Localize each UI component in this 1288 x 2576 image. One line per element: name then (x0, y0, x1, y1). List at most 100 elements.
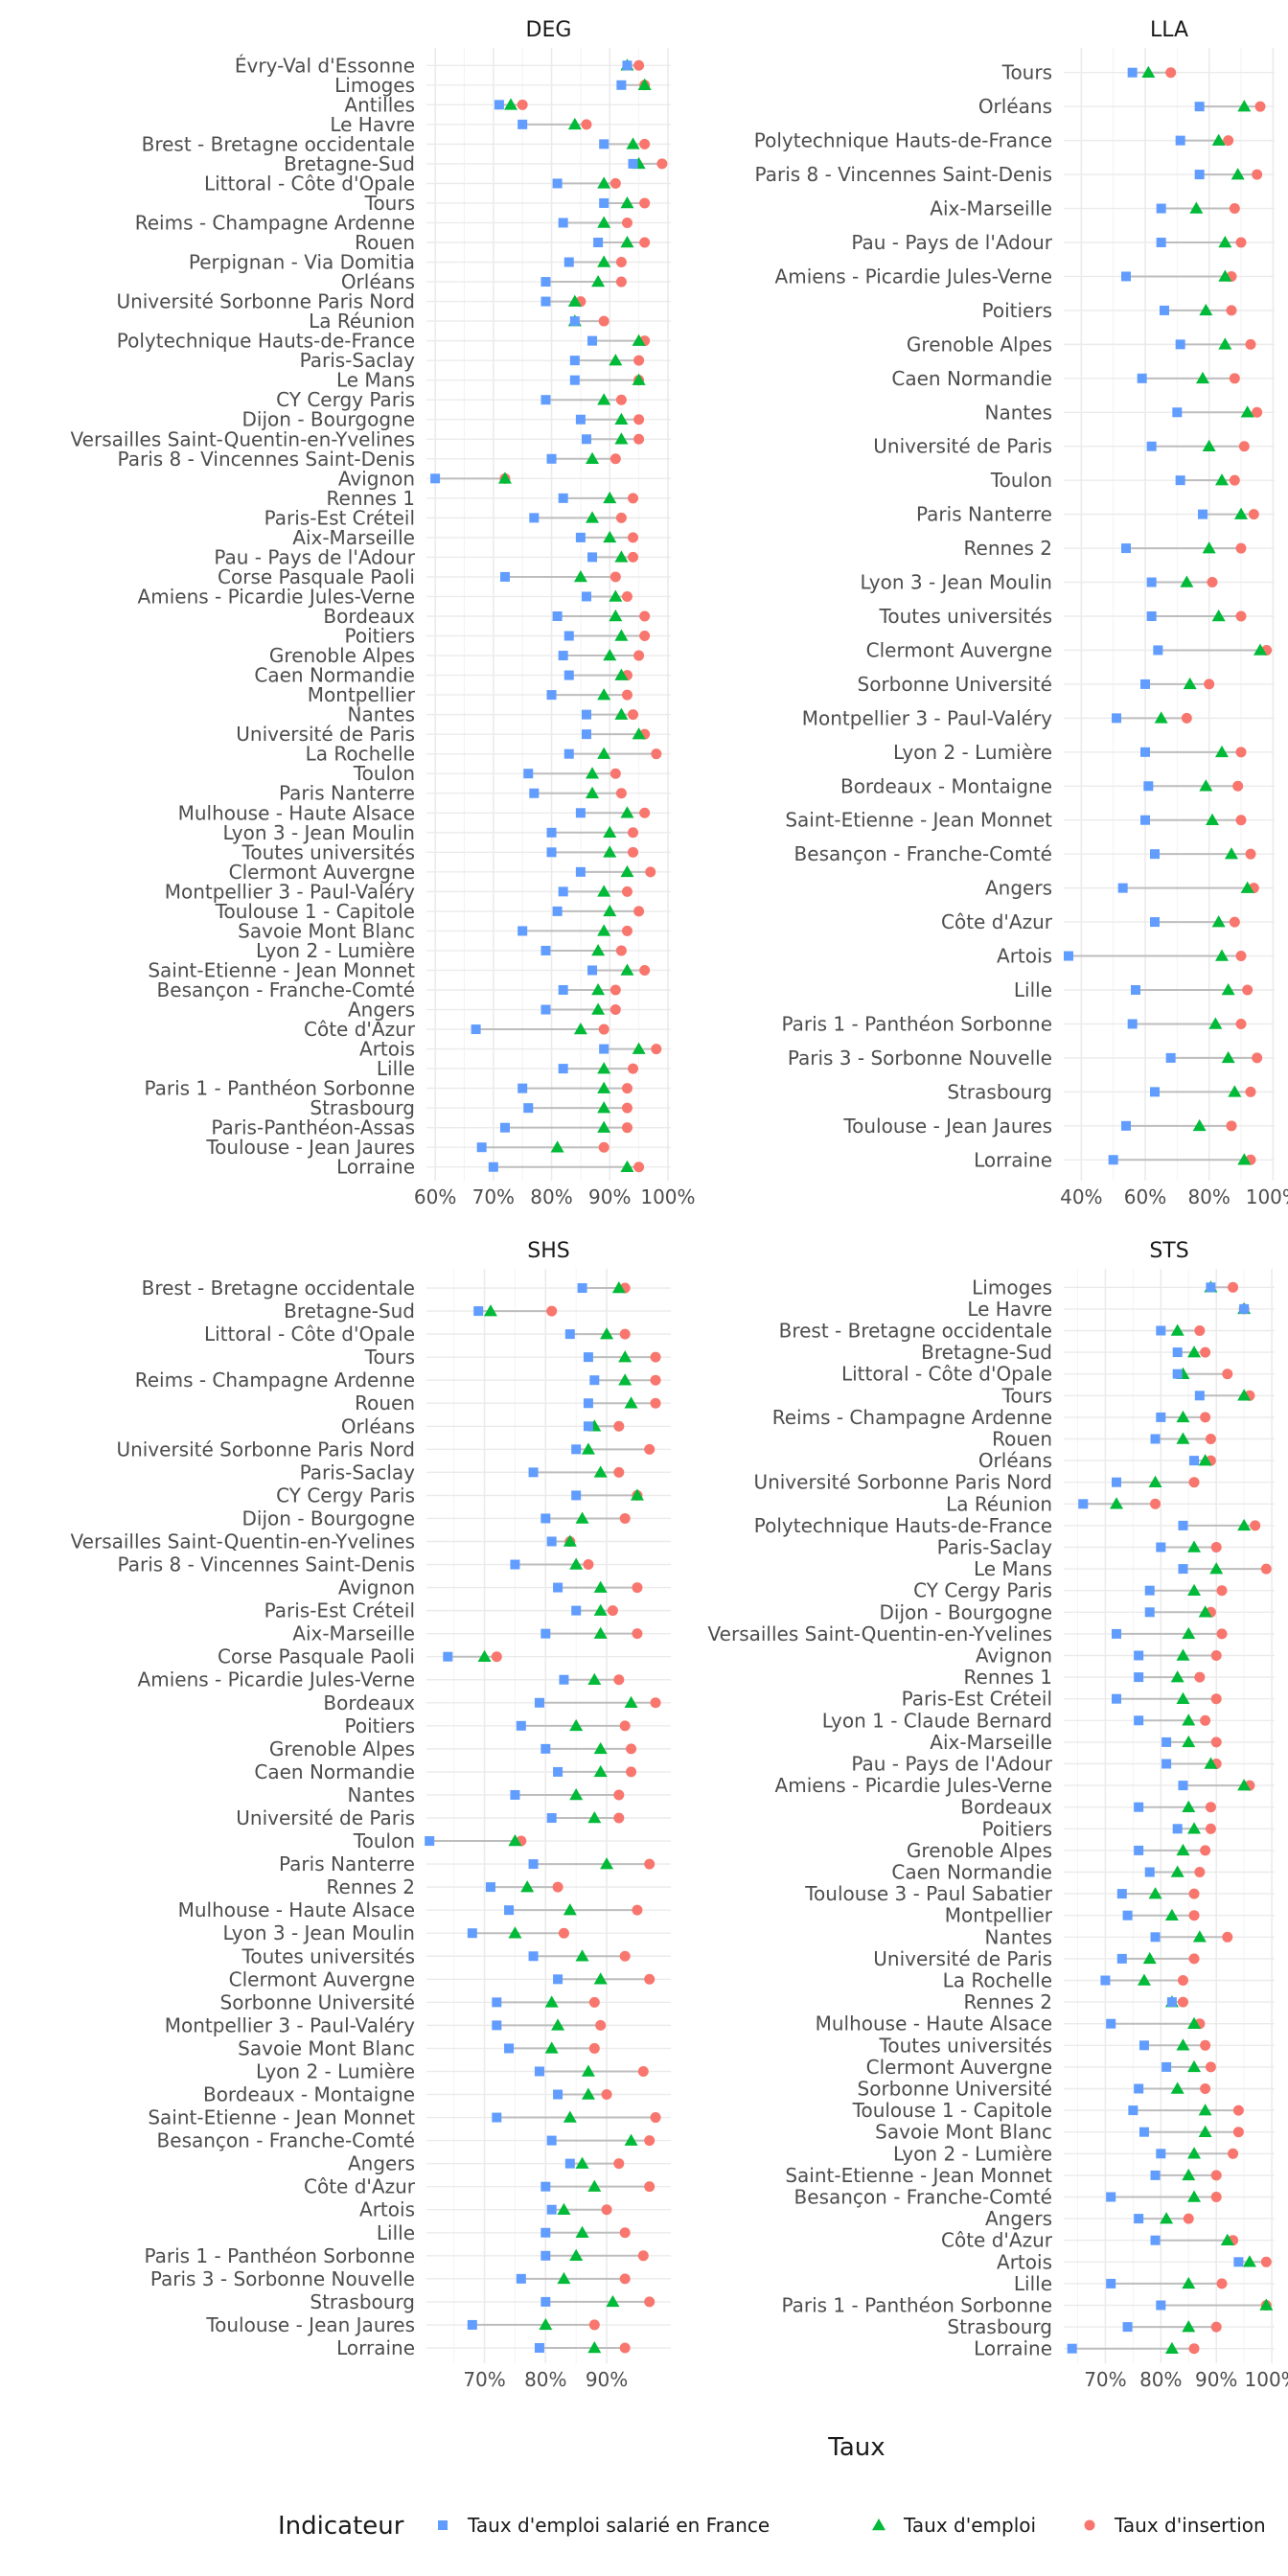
point-insertion (1252, 406, 1263, 418)
category-label: Rennes 2 (964, 1990, 1052, 2013)
category-label: Aix-Marseille (930, 197, 1052, 220)
category-label: Aix-Marseille (292, 526, 415, 549)
category-label: Artois (997, 945, 1052, 968)
x-tick-label: 70% (1084, 2368, 1126, 2391)
point-emploi (497, 472, 512, 484)
category-label: Paris 1 - Panthéon Sorbonne (781, 2294, 1052, 2317)
point-emploi (1198, 2125, 1212, 2137)
point-emploi-salarie (499, 1122, 510, 1133)
point-emploi-salarie (485, 1882, 495, 1893)
point-emploi (1187, 1346, 1202, 1358)
point-emploi (600, 1327, 614, 1340)
point-insertion (1245, 338, 1256, 350)
category-label: Paris 1 - Panthéon Sorbonne (144, 1077, 415, 1100)
legend: Indicateur Taux d'emploi salarié en Franc… (278, 2512, 1266, 2541)
point-emploi (597, 747, 611, 759)
category-label: Limoges (972, 1276, 1052, 1299)
point-emploi-salarie (1144, 1585, 1155, 1596)
point-emploi (1198, 2104, 1212, 2116)
point-emploi (593, 1603, 608, 1616)
point-emploi (1187, 2059, 1202, 2073)
x-axis-title: Taux (827, 2433, 885, 2462)
category-label: Corse Pasquale Paoli (218, 1645, 415, 1668)
category-label: Lyon 2 - Lumière (256, 939, 415, 962)
point-emploi (618, 1373, 632, 1386)
point-insertion (626, 1743, 637, 1755)
category-label: La Rochelle (943, 1969, 1052, 1992)
category-label: Université Sorbonne Paris Nord (116, 290, 415, 313)
point-emploi (1198, 1454, 1212, 1466)
point-emploi-salarie (1172, 1368, 1183, 1379)
panel-lla: LLA 40% 60% 80% 100% Tours Orléans Polytechniqu… (754, 18, 1288, 1208)
point-emploi (1170, 1865, 1184, 1877)
x-tick-label: 80% (1187, 1185, 1230, 1208)
category-label: Besançon - Franche-Comté (794, 842, 1052, 865)
point-emploi-salarie (1144, 1867, 1155, 1877)
point-emploi-salarie (1172, 1824, 1183, 1834)
point-insertion (1232, 2127, 1244, 2138)
point-emploi (569, 1557, 584, 1570)
point-emploi (575, 2225, 589, 2239)
point-emploi (587, 1811, 602, 1824)
point-insertion (615, 257, 627, 268)
point-emploi-salarie (467, 1928, 477, 1939)
point-emploi-salarie (1194, 1391, 1205, 1401)
point-emploi (1189, 201, 1204, 214)
category-label: Grenoble Alpes (907, 1839, 1052, 1862)
category-label: Polytechnique Hauts-de-France (754, 1514, 1052, 1537)
point-emploi (609, 610, 623, 622)
point-emploi (575, 1511, 589, 1524)
category-label: Toulouse - Jean Jaures (842, 1115, 1052, 1138)
point-emploi-salarie (553, 2089, 564, 2100)
point-emploi-salarie (529, 788, 540, 798)
point-emploi-salarie (1150, 2170, 1161, 2180)
point-insertion (644, 1973, 656, 1985)
point-emploi-salarie (1137, 373, 1147, 383)
point-emploi-salarie (599, 197, 610, 208)
category-label: Toutes universités (879, 2034, 1052, 2057)
point-insertion (619, 2273, 631, 2285)
point-emploi-salarie (1134, 1715, 1144, 1726)
point-emploi-salarie (558, 886, 568, 897)
category-label: Toutes universités (879, 605, 1052, 628)
point-emploi-salarie (571, 1444, 582, 1455)
point-emploi-salarie (430, 473, 441, 484)
point-emploi-salarie (1156, 1325, 1166, 1336)
category-label: Tours (364, 192, 415, 215)
category-label: Saint-Etienne - Jean Monnet (785, 2164, 1052, 2187)
point-emploi-salarie (492, 2112, 502, 2123)
point-emploi (632, 1042, 646, 1054)
point-insertion (1216, 2278, 1228, 2289)
point-emploi-salarie (581, 434, 591, 445)
point-emploi-salarie (518, 119, 528, 129)
point-emploi-salarie (1175, 475, 1185, 486)
point-emploi (1199, 779, 1213, 792)
point-insertion (619, 1328, 631, 1340)
point-emploi-salarie (569, 356, 580, 366)
point-emploi-salarie (540, 2181, 551, 2192)
point-emploi (508, 1926, 522, 1939)
point-emploi-salarie (1239, 1303, 1250, 1314)
point-emploi (1237, 100, 1252, 112)
x-tick-label: 100% (1245, 2368, 1288, 2391)
category-label: Polytechnique Hauts-de-France (117, 330, 415, 353)
point-emploi-salarie (583, 1352, 593, 1363)
point-insertion (633, 414, 645, 426)
point-emploi-salarie (1121, 271, 1131, 282)
category-label: Rennes 2 (964, 537, 1052, 560)
point-emploi (587, 2179, 602, 2192)
point-emploi (520, 1880, 535, 1893)
category-label: Mulhouse - Haute Alsace (178, 801, 415, 824)
point-insertion (1204, 678, 1215, 690)
point-emploi (1148, 1887, 1162, 1899)
point-emploi-salarie (1162, 1736, 1172, 1747)
category-label: Toutes universités (242, 1944, 415, 1967)
point-emploi (581, 2064, 595, 2077)
point-insertion (639, 237, 651, 248)
point-emploi-salarie (540, 2296, 551, 2307)
point-emploi-salarie (1121, 543, 1131, 554)
point-emploi (593, 1972, 608, 1985)
point-emploi (593, 1465, 608, 1478)
point-emploi-salarie (1156, 2300, 1166, 2311)
point-emploi (603, 845, 617, 858)
